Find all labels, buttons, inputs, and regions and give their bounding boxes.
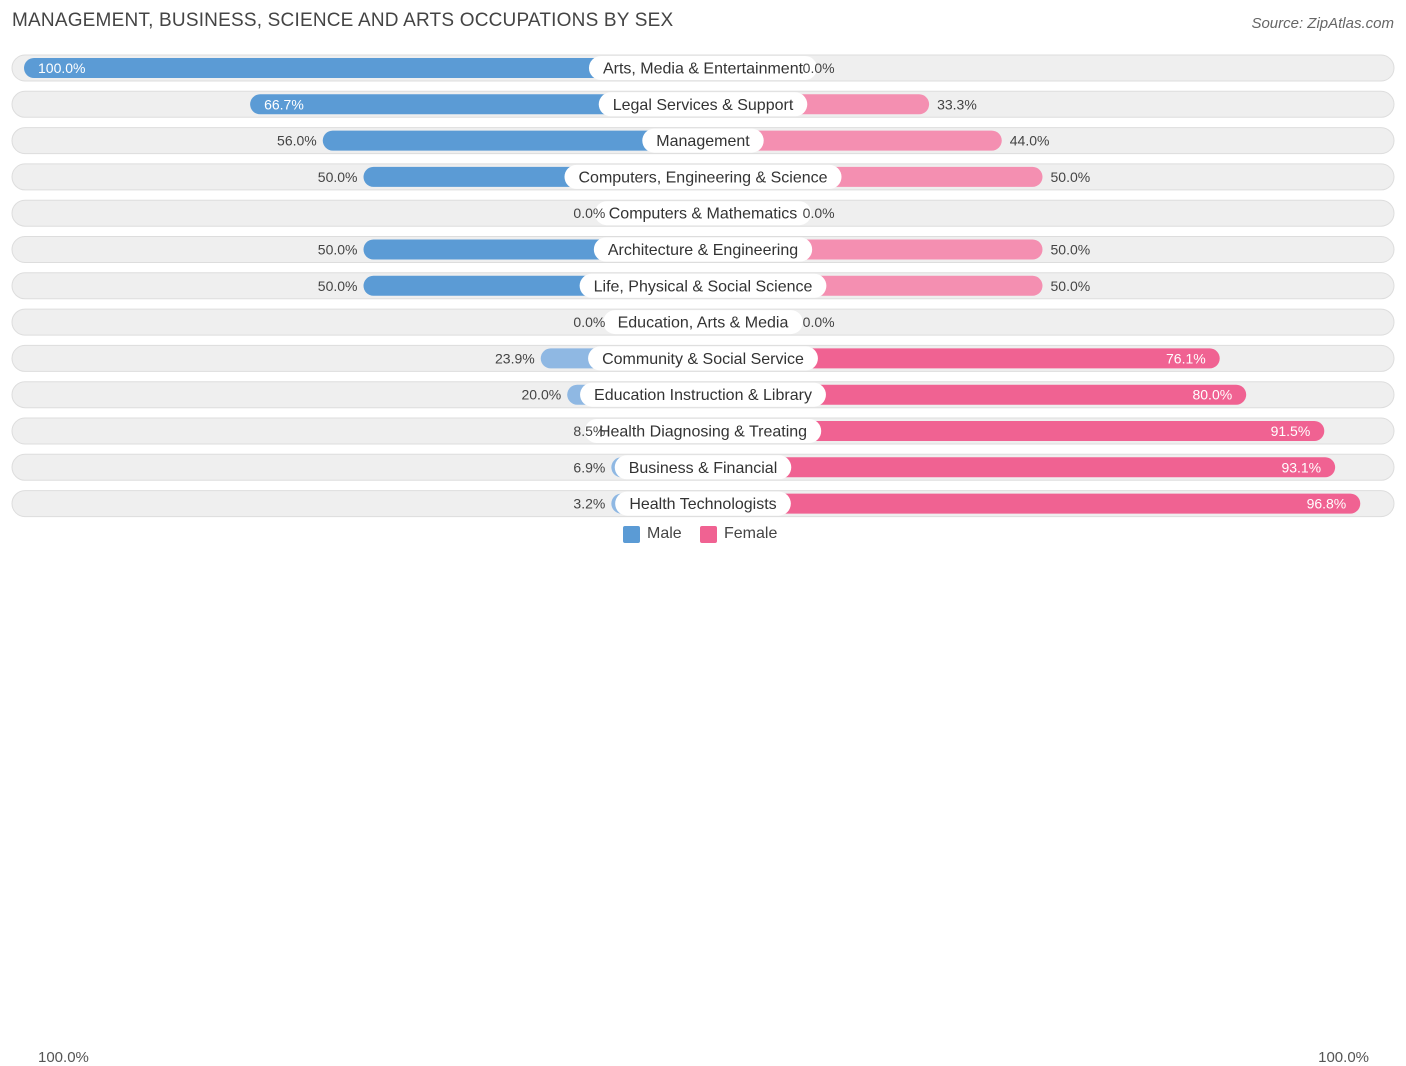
legend-swatch-male <box>623 525 640 543</box>
category-label-bg <box>594 201 812 226</box>
category-label-bg <box>614 455 792 480</box>
category-label-bg <box>588 346 818 371</box>
value-label-male: 6.9% <box>573 459 605 475</box>
bar-male <box>250 94 703 115</box>
value-label-female: 80.0% <box>1192 387 1232 403</box>
value-label-female: 0.0% <box>803 205 835 221</box>
category-label: Health Diagnosing & Treating <box>599 424 807 441</box>
value-label-female: 50.0% <box>1051 278 1091 294</box>
category-label-bg <box>593 237 813 262</box>
legend: 100.0% Male Female 100.0% <box>0 524 1406 1066</box>
value-label-female: 0.0% <box>803 314 835 330</box>
category-label-bg <box>615 491 791 516</box>
value-label-male: 50.0% <box>318 242 358 258</box>
value-label-female: 33.3% <box>937 96 977 112</box>
value-label-female: 91.5% <box>1271 423 1311 439</box>
value-label-female: 93.1% <box>1281 459 1321 475</box>
chart-canvas: Arts, Media & Entertainment 100.0% 0.0% Leg… <box>11 54 1395 518</box>
category-label-bg <box>598 92 808 117</box>
legend-swatch-female <box>700 525 717 543</box>
category-label: Arts, Media & Entertainment <box>603 61 804 78</box>
category-label-bg <box>603 310 803 335</box>
category-label: Legal Services & Support <box>613 97 794 114</box>
value-label-male: 50.0% <box>318 169 358 185</box>
value-label-male: 56.0% <box>277 133 317 149</box>
category-label: Life, Physical & Social Science <box>594 278 813 295</box>
value-label-male: 20.0% <box>521 387 561 403</box>
category-label: Community & Social Service <box>602 351 804 368</box>
category-label-bg <box>580 382 826 407</box>
bar-female <box>703 421 1325 441</box>
legend-label-male: Male <box>647 525 682 542</box>
value-label-female: 0.0% <box>803 60 835 76</box>
category-label-bg <box>579 273 827 298</box>
legend-label-female: Female <box>724 525 778 542</box>
value-label-male: 50.0% <box>318 278 358 294</box>
value-label-male: 66.7% <box>264 96 304 112</box>
chart-title: MANAGEMENT, BUSINESS, SCIENCE AND ARTS O… <box>12 10 674 31</box>
bar-male <box>322 130 703 151</box>
legend-item-female: Female <box>700 525 777 543</box>
category-label: Health Technologists <box>629 496 776 513</box>
value-label-male: 3.2% <box>573 496 605 512</box>
bar-female <box>703 493 1361 514</box>
bar-female <box>703 457 1336 478</box>
source-note: Source: ZipAtlas.com <box>1251 15 1394 32</box>
value-label-male: 23.9% <box>495 350 535 366</box>
legend-item-male: Male <box>623 525 682 543</box>
bar-female <box>703 130 1002 151</box>
category-label: Education, Arts & Media <box>618 315 789 332</box>
category-label: Education Instruction & Library <box>594 387 812 404</box>
value-label-male: 8.5% <box>573 423 605 439</box>
value-label-male: 0.0% <box>573 205 605 221</box>
category-label: Computers & Mathematics <box>609 206 798 223</box>
category-label: Computers, Engineering & Science <box>578 169 827 186</box>
value-label-female: 76.1% <box>1166 350 1206 366</box>
bar-female <box>703 348 1220 369</box>
category-label: Management <box>656 133 750 150</box>
value-label-female: 50.0% <box>1051 242 1091 258</box>
axis-right-label: 100.0% <box>1318 1049 1369 1066</box>
category-label-bg <box>564 164 842 189</box>
value-label-female: 96.8% <box>1307 496 1347 512</box>
bar-female <box>703 384 1247 405</box>
category-label: Architecture & Engineering <box>608 242 798 259</box>
value-label-female: 50.0% <box>1051 169 1091 185</box>
bar-male <box>24 58 703 78</box>
category-label-bg <box>642 128 764 153</box>
category-label: Business & Financial <box>629 460 778 477</box>
category-label-bg <box>584 419 822 443</box>
value-label-male: 100.0% <box>38 60 85 76</box>
value-label-female: 44.0% <box>1010 133 1050 149</box>
axis-left-label: 100.0% <box>38 1049 89 1066</box>
value-label-male: 0.0% <box>573 314 605 330</box>
category-label-bg <box>588 56 818 80</box>
